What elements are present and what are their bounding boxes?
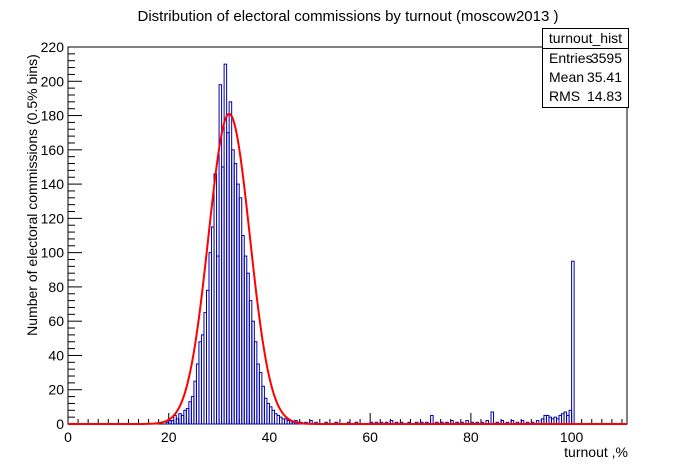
axes: 0 20 40 60 80 100 0 20 40 60 80 100 120 140 160 180 200 2… xyxy=(41,39,623,445)
histogram-bin xyxy=(490,411,495,425)
y-axis-label: Number of electoral commissions (0.5% bi… xyxy=(24,54,40,336)
stats-rms-value: 14.83 xyxy=(586,88,622,104)
y-tick-label: 180 xyxy=(41,108,65,124)
y-tick-label: 60 xyxy=(48,313,64,329)
stats-box: turnout_hist Entries 3595 Mean 35.41 RMS… xyxy=(542,28,629,108)
x-tick-label: 40 xyxy=(262,429,278,445)
histogram-series xyxy=(165,63,575,425)
x-tick-label: 80 xyxy=(463,429,479,445)
y-tick-label: 120 xyxy=(41,210,65,226)
x-tick-label: 20 xyxy=(161,429,177,445)
y-tick-label: 220 xyxy=(41,39,65,55)
stats-entries-row: Entries 3595 xyxy=(543,49,628,68)
gaussian-fit-curve xyxy=(68,112,627,425)
x-tick-label: 60 xyxy=(362,429,378,445)
histogram-bin xyxy=(430,414,434,425)
y-tick-label: 140 xyxy=(41,176,65,192)
stats-mean-label: Mean xyxy=(549,69,585,85)
x-axis-label: turnout ,% xyxy=(564,444,628,460)
gaussian-fit-series xyxy=(68,112,627,425)
stats-entries-value: 3595 xyxy=(590,50,622,66)
y-tick-label: 200 xyxy=(41,73,65,89)
y-tick-label: 160 xyxy=(41,142,65,158)
stats-rms-row: RMS 14.83 xyxy=(543,87,628,106)
x-tick-label: 100 xyxy=(560,429,584,445)
stats-mean-value: 35.41 xyxy=(586,69,622,85)
stats-mean-row: Mean 35.41 xyxy=(543,68,628,87)
y-tick-label: 40 xyxy=(48,347,64,363)
histogram-bin xyxy=(571,260,575,425)
y-tick-label: 80 xyxy=(48,279,64,295)
y-tick-label: 20 xyxy=(48,382,64,398)
stats-rms-label: RMS xyxy=(549,88,581,104)
chart-title: Distribution of electoral commissions by… xyxy=(137,8,559,25)
y-tick-label: 100 xyxy=(41,245,65,261)
x-tick-label: 0 xyxy=(64,429,72,445)
y-tick-label: 0 xyxy=(56,416,64,432)
stats-entries-label: Entries xyxy=(549,50,593,66)
stats-box-title: turnout_hist xyxy=(543,29,628,49)
